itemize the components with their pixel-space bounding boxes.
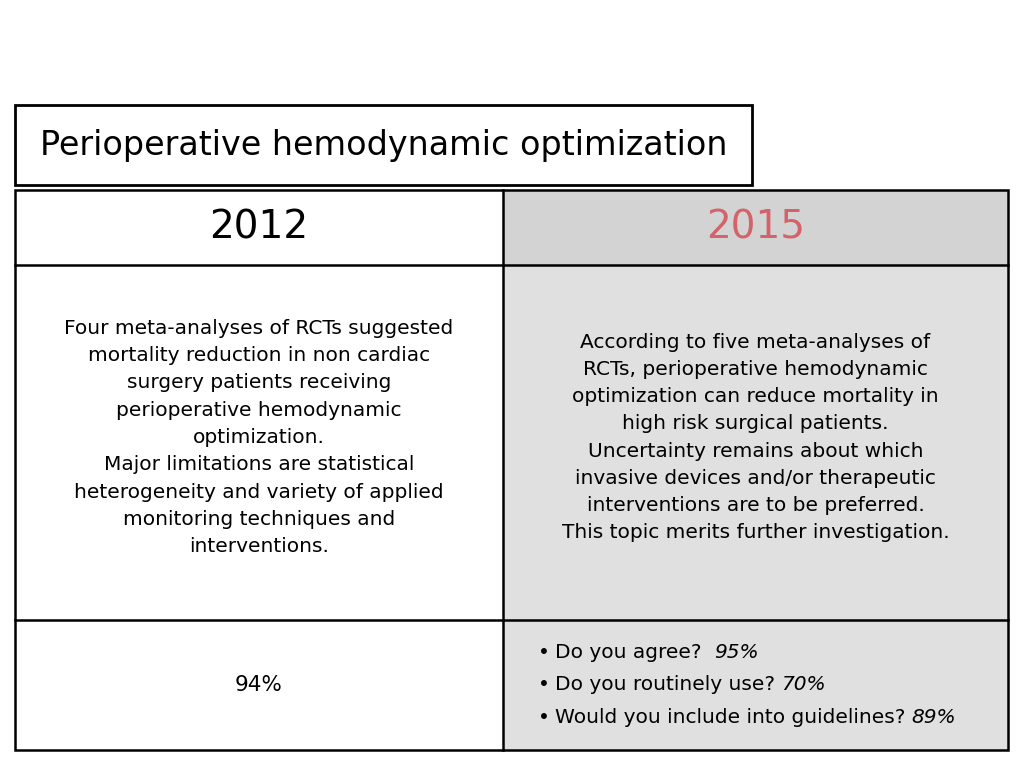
Text: Do you routinely use?: Do you routinely use? — [555, 676, 781, 694]
Text: 2012: 2012 — [210, 208, 308, 247]
Text: According to five meta-analyses of
RCTs, perioperative hemodynamic
optimization : According to five meta-analyses of RCTs,… — [562, 333, 949, 542]
Bar — [15, 105, 752, 185]
Bar — [503, 190, 1008, 265]
Text: 94%: 94% — [236, 675, 283, 695]
Text: •: • — [538, 708, 550, 727]
Bar — [503, 265, 1008, 620]
Text: 89%: 89% — [911, 708, 956, 727]
Text: 2015: 2015 — [706, 208, 805, 247]
Text: •: • — [538, 676, 550, 694]
Text: 95%: 95% — [715, 643, 759, 662]
Text: Would you include into guidelines?: Would you include into guidelines? — [555, 708, 911, 727]
Text: Do you agree?: Do you agree? — [555, 643, 715, 662]
Bar — [503, 620, 1008, 750]
Text: •: • — [538, 643, 550, 662]
Text: 70%: 70% — [781, 676, 826, 694]
Text: Four meta-analyses of RCTs suggested
mortality reduction in non cardiac
surgery : Four meta-analyses of RCTs suggested mor… — [65, 319, 454, 556]
Text: Perioperative hemodynamic optimization: Perioperative hemodynamic optimization — [40, 128, 727, 161]
Bar — [15, 265, 503, 750]
Bar — [15, 190, 1008, 750]
